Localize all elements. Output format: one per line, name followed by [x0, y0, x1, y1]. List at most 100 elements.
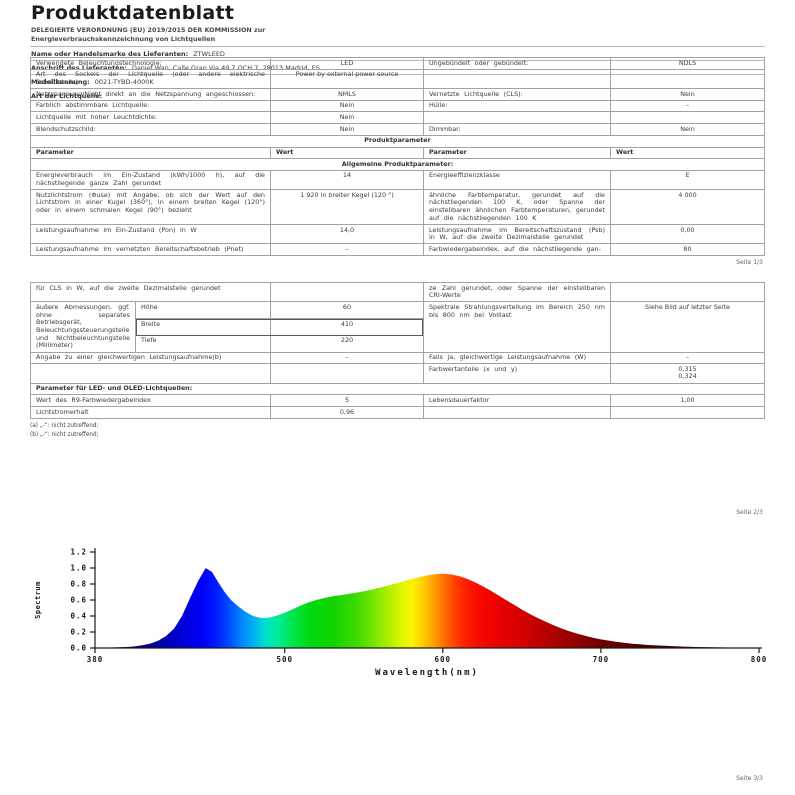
table-row: Angabe zu einer gleichwertigen Leistungs… [31, 352, 764, 365]
table-cell: Parameter [31, 147, 271, 159]
table-cell: Energieverbrauch im Ein-Zustand (kWh/100… [31, 170, 271, 190]
footnote-a: (a) „-“: nicht zutreffend; [30, 422, 99, 429]
table-row: Allgemeine Produktparameter: [31, 159, 764, 171]
table-cell: ze Zahl gerundet, oder Spanne der einste… [424, 283, 611, 302]
table-cell: Farbwiedergabeindex, auf die nächstliege… [424, 244, 611, 256]
table-cell: Leistungsaufnahme im Bereitschaftszustan… [424, 225, 611, 244]
table-row: Lichtstromerhalt 0,96 [31, 407, 764, 418]
table-cell: Tiefe [136, 335, 271, 352]
table-row: Farblich abstimmbare Lichtquelle: Nein Hül… [31, 100, 764, 113]
table-cell: LED [271, 58, 424, 69]
y-tick-label: 0.2 [70, 628, 87, 637]
table-cell: 4 000 [678, 190, 697, 199]
table-row: Parameter Wert Parameter Wert [31, 147, 764, 160]
table-cell: Lebensdauerfaktor [424, 395, 611, 406]
table-cell [611, 70, 764, 88]
y-tick-label: 0.6 [70, 596, 87, 605]
table-cell: – [685, 353, 690, 362]
table-row: Lichtquelle mit hoher Leuchtdichte: Nein [31, 112, 764, 125]
model-label: Modellkennung: [31, 77, 90, 86]
table-cell: für CLS in W, auf die zweite Dezimalstel… [31, 283, 271, 302]
table-cell: Nein [271, 112, 424, 124]
table-cell [271, 283, 424, 302]
table-row: äußere Abmessungen, ggf. ohne separates … [31, 302, 764, 353]
y-tick-label: 0.8 [70, 580, 87, 589]
spectrum-area [95, 568, 759, 648]
section-header-cell: Produktparameter [364, 136, 431, 145]
table-cell: Spektrale Strahlungsverteilung im Bereic… [424, 302, 611, 352]
table-cell [611, 283, 764, 301]
y-tick-label: 0.4 [70, 612, 87, 621]
table-cell [424, 112, 611, 124]
table-cell: Parameter [424, 147, 611, 159]
general-product-parameters-table: Verwendete Beleuchtungstechnologie: LED Un… [30, 57, 765, 257]
y-axis-label: Spectrum [34, 581, 42, 619]
table-row: Nutzlichtstrom (Φuse) mit Angabe, ob sic… [31, 190, 764, 225]
y-tick-label: 1.0 [70, 564, 87, 573]
supplier-address-row: Anschrift des Lieferanten: Daniel Wan, Ca… [30, 61, 765, 76]
table-row: für CLS in W, auf die zweite Dezimalstel… [31, 283, 764, 303]
table-cell: Höhe [136, 302, 271, 319]
table-row: Art des Sockels der Lichtquelle (oder an… [31, 69, 764, 90]
x-axis-label: Wavelength(nm) [375, 668, 479, 678]
table-cell: Art des Sockels der Lichtquelle (oder an… [31, 69, 271, 89]
table-cell: Leistungsaufnahme im Ein-Zustand (Pon) i… [31, 225, 271, 244]
model-value: 0021-TYBD-4000K [94, 77, 154, 86]
table-cell: Wert [271, 147, 424, 159]
table-cell: – [271, 352, 424, 364]
table-cell: Blendschutzschild: [31, 124, 271, 135]
table-cell: 5 [271, 395, 424, 406]
table-cell: Farblich abstimmbare Lichtquelle: [31, 100, 271, 112]
table-cell: Verwendete Beleuchtungstechnologie: [31, 58, 271, 69]
table-cell: Falls ja, gleichwertige Leistungsaufnahm… [424, 352, 611, 364]
table-cell: Ungebündelt oder gebündelt: [424, 58, 611, 69]
table-row: Parameter für LED- und OLED-Lichtquellen… [31, 384, 764, 396]
supplier-address-value: Daniel Wan, Calle Gran Via 49,7 OCH 7, 2… [131, 63, 320, 72]
table-cell: 80 [683, 244, 692, 253]
subtitle-line-2: Energieverbrauchskennzeichnung von Licht… [31, 34, 216, 43]
table-cell: äußere Abmessungen, ggf. ohne separates … [31, 302, 136, 352]
supplier-name-label: Name oder Handelsmarke des Lieferanten: [31, 49, 189, 58]
page-marker-3: Seite 3/3 [736, 775, 763, 782]
table-cell [424, 69, 611, 89]
dimension-row: Tiefe 220 [136, 335, 423, 352]
table-row: Energieverbrauch im Ein-Zustand (kWh/100… [31, 170, 764, 191]
y-tick-label: 0.0 [70, 644, 87, 653]
table-cell: 14,0 [271, 225, 424, 244]
table-cell: Lichtstromerhalt [31, 407, 271, 418]
table-cell: Nein [271, 100, 424, 112]
supplier-name-value: ZTWLEED [193, 49, 225, 58]
table-cell: 410 [340, 319, 354, 328]
led-oled-parameters-table: für CLS in W, auf die zweite Dezimalstel… [30, 282, 765, 419]
table-cell: 1,00 [680, 395, 695, 404]
table-cell: Nein [680, 124, 695, 133]
x-tick-label: 600 [435, 655, 452, 664]
table-cell: Wert [616, 148, 634, 156]
table-cell: Angabe zu einer gleichwertigen Leistungs… [31, 352, 271, 364]
table-cell: 0,96 [271, 407, 424, 418]
table-cell: – [685, 101, 690, 110]
dimension-row: Höhe 60 [136, 302, 423, 320]
table-cell: Wert des R9-Farbwiedergabeindex [31, 395, 271, 406]
table-cell: Vernetzte Lichtquelle (CLS): [424, 89, 611, 100]
dimension-row: Breite 410 [136, 319, 423, 336]
table-cell: Lichtquelle mit hoher Leuchtdichte: [31, 112, 271, 124]
table-cell: 14 [271, 170, 424, 190]
table-row: Verwendete Beleuchtungstechnologie: LED Un… [31, 58, 764, 70]
table-cell: 0,00 [680, 225, 695, 234]
table-cell: ähnliche Farbtemperatur, gerundet auf di… [424, 190, 611, 224]
table-cell: Nein [271, 124, 424, 135]
light-source-type-row: Art der Lichtquelle: [30, 89, 765, 102]
table-cell: NMLS [271, 89, 424, 100]
table-cell: E [685, 171, 690, 180]
table-row: Produktparameter [31, 136, 764, 148]
page-marker-1: Seite 1/3 [736, 259, 763, 267]
table-cell: 0,315 0,324 [678, 364, 697, 381]
table-cell: Hülle: [424, 100, 611, 112]
table-cell [424, 407, 611, 418]
supplier-address-label: Anschrift des Lieferanten: [31, 63, 127, 72]
table-cell: 1 920 in breiter Kegel (120 °) [271, 190, 424, 224]
table-row: Wert des R9-Farbwiedergabeindex 5 Lebensda… [31, 395, 764, 407]
table-row: Farbwertanteile (x und y) 0,315 0,324 [31, 364, 764, 384]
table-cell [611, 112, 764, 123]
